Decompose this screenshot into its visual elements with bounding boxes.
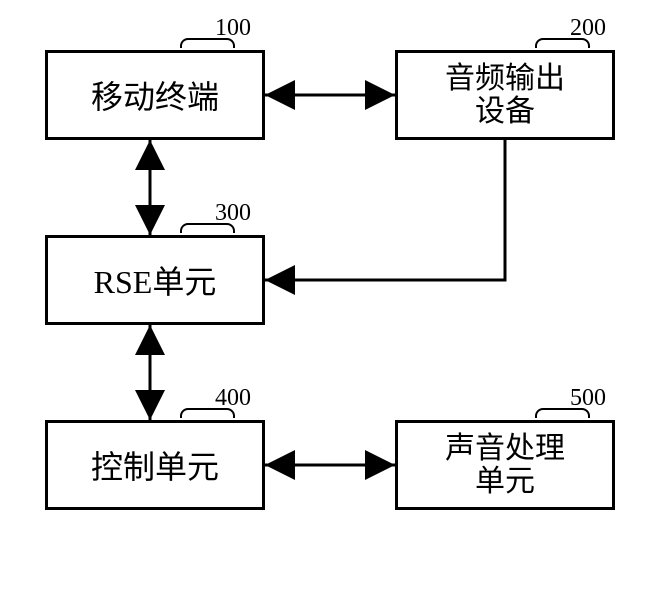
arrows-layer xyxy=(0,0,670,591)
edge-200-300 xyxy=(265,140,505,280)
